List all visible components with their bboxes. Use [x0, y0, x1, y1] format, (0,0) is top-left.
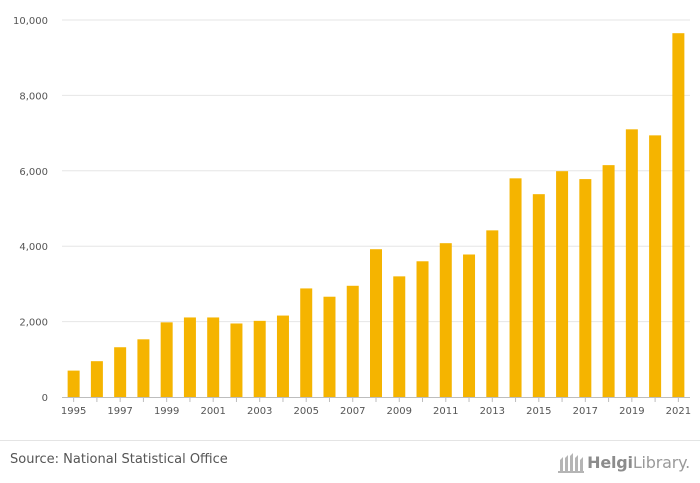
bar-1999[interactable]	[160, 322, 173, 397]
x-tick-label: 2011	[433, 406, 458, 417]
bar-2002[interactable]	[230, 323, 243, 397]
bar-2007[interactable]	[346, 285, 359, 397]
bar-1997[interactable]	[114, 347, 127, 397]
bar-1995[interactable]	[67, 370, 80, 397]
x-tick-label: 2003	[247, 406, 272, 417]
bar-1996[interactable]	[90, 361, 103, 397]
x-tick-label: 1997	[107, 406, 132, 417]
bar-2014[interactable]	[509, 178, 522, 397]
bar-2017[interactable]	[579, 179, 592, 397]
bar-2016[interactable]	[556, 171, 569, 397]
bar-2001[interactable]	[207, 317, 220, 397]
bar-2003[interactable]	[253, 320, 266, 397]
bar-2004[interactable]	[276, 315, 289, 397]
bar-2006[interactable]	[323, 296, 336, 397]
helgi-library-logo[interactable]: HelgiLibrary.	[558, 449, 690, 475]
bar-2012[interactable]	[463, 254, 476, 397]
x-tick-label: 2009	[387, 406, 412, 417]
source-note: Source: National Statistical Office	[10, 452, 228, 467]
x-tick-label: 2019	[619, 406, 644, 417]
bars	[67, 33, 685, 397]
bar-2013[interactable]	[486, 230, 499, 397]
x-axis-ticks: 1995 1997 1999 2001 2003 2005 2007 2009 2011 2013…	[61, 397, 691, 417]
bar-2010[interactable]	[416, 261, 429, 397]
bar-2009[interactable]	[393, 276, 406, 397]
bar-2011[interactable]	[439, 243, 452, 397]
y-tick-label: 8,000	[19, 91, 48, 102]
x-tick-label: 2007	[340, 406, 365, 417]
x-tick-label: 1999	[154, 406, 179, 417]
bar-2015[interactable]	[532, 194, 545, 397]
y-tick-label: 0	[42, 393, 48, 404]
bar-1998[interactable]	[137, 339, 150, 397]
chart-footer: Source: National Statistical Office Helg…	[0, 440, 700, 483]
y-axis-ticks: 0 2,000 4,000 6,000 8,000 10,000	[13, 16, 48, 404]
bar-chart: 0 2,000 4,000 6,000 8,000 10,000 1995 1997 1999…	[13, 16, 691, 417]
x-tick-label: 2013	[480, 406, 505, 417]
y-tick-label: 2,000	[19, 318, 48, 329]
bar-2020[interactable]	[649, 135, 662, 397]
bar-2019[interactable]	[625, 129, 638, 397]
bar-2005[interactable]	[300, 288, 313, 397]
y-tick-label: 6,000	[19, 167, 48, 178]
helgi-library-logo-icon	[558, 453, 585, 473]
bar-2008[interactable]	[370, 249, 382, 397]
bar-2021[interactable]	[672, 33, 685, 397]
bar-2018[interactable]	[602, 165, 615, 397]
x-tick-label: 2015	[526, 406, 551, 417]
x-tick-label: 2005	[293, 406, 318, 417]
y-tick-label: 4,000	[19, 242, 48, 253]
x-tick-label: 2001	[200, 406, 225, 417]
x-tick-label: 1995	[61, 406, 86, 417]
bar-2000[interactable]	[183, 317, 196, 397]
logo-text: HelgiLibrary.	[587, 452, 690, 472]
x-tick-label: 2021	[666, 406, 691, 417]
x-tick-label: 2017	[573, 406, 598, 417]
y-tick-label: 10,000	[13, 16, 48, 27]
